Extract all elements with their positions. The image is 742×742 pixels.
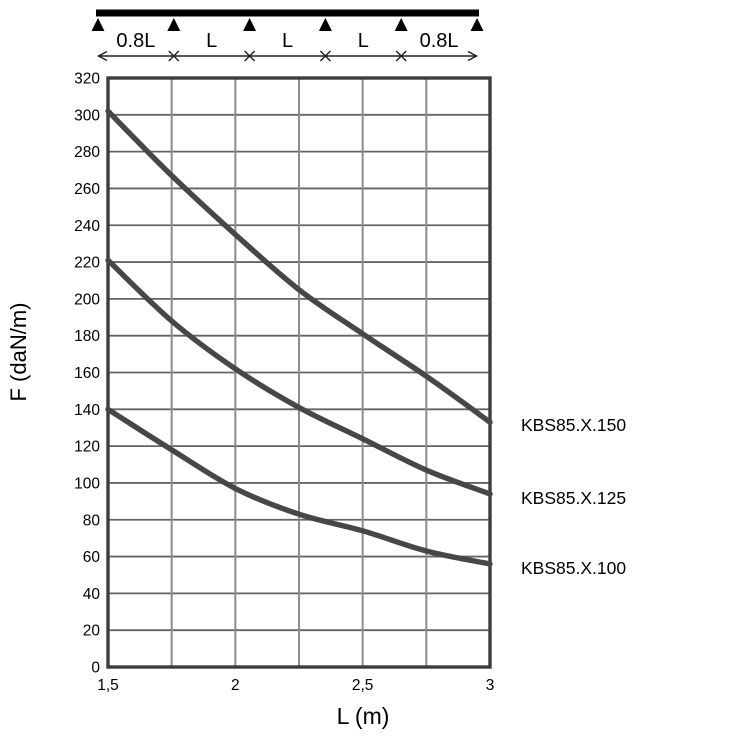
y-tick-label: 180 [74,328,100,345]
support-triangle-icon [243,18,257,31]
y-tick-label: 220 [74,255,100,272]
legend-label-kbs85-x-100: KBS85.X.100 [521,558,627,578]
curve-kbs85-x-100 [105,406,493,567]
span-label: 0.8L [116,30,155,52]
y-tick-label: 300 [74,107,100,124]
dimension-arrow-right-icon [467,50,478,62]
dimension-arrow-left-icon [97,50,108,62]
y-tick-label: 0 [91,660,100,677]
x-tick-label: 2 [231,677,240,694]
x-tick-label: 2,5 [352,677,374,694]
curve-kbs85-x-150 [105,108,493,425]
curve-kbs85-x-125 [105,257,493,497]
support-triangle-icon [318,18,332,31]
y-tick-label: 100 [74,475,100,492]
legend-label-kbs85-x-125: KBS85.X.125 [521,488,627,508]
legend-label-kbs85-x-150: KBS85.X.150 [521,415,627,435]
dimension-cross-icon [168,50,180,62]
y-axis-title: F (daN/m) [6,302,31,402]
x-tick-label: 3 [486,677,495,694]
dimension-cross-icon [244,50,256,62]
support-triangle-icon [394,18,408,31]
span-label: 0.8L [420,30,459,52]
y-tick-label: 120 [74,439,100,456]
span-label: L [206,30,217,52]
y-tick-label: 80 [83,512,101,529]
y-tick-label: 200 [74,291,100,308]
x-tick-label: 1,5 [97,677,119,694]
y-tick-label: 240 [74,218,100,235]
dimension-cross-icon [319,50,331,62]
y-tick-label: 20 [83,623,101,640]
y-tick-label: 320 [74,71,100,88]
support-triangle-icon [91,18,105,31]
plot-border [106,76,492,669]
beam-diagram: 0.8L L L L 0.8L [91,9,484,62]
dimension-cross-icon [395,50,407,62]
y-tick-label: 160 [74,365,100,382]
y-tick-label: 280 [74,144,100,161]
y-tick-label: 260 [74,181,100,198]
support-triangle-icon [167,18,181,31]
y-tick-label: 40 [83,586,101,603]
support-triangle-icon [470,18,484,31]
span-label: L [358,30,369,52]
x-axis-title: L (m) [336,703,390,729]
y-tick-label: 60 [83,549,101,566]
chart-plot: 0 20 40 60 80 100 120 140 160 180 200 220 240 260 280 3… [74,71,494,695]
span-label: L [282,30,293,52]
y-tick-label: 140 [74,402,100,419]
